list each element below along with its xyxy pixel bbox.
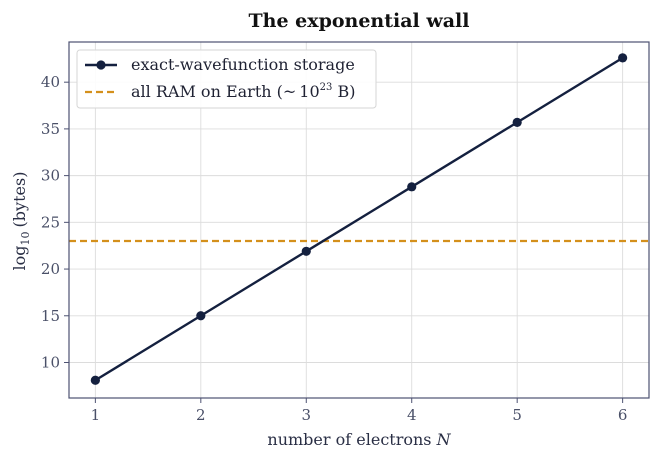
data-point (407, 182, 417, 192)
x-tick-label: 2 (196, 406, 206, 424)
x-axis-label-var: N (436, 430, 452, 449)
y-tick-label: 20 (41, 260, 60, 278)
legend-reference-exp: 23 (320, 82, 333, 93)
data-point (618, 53, 628, 63)
x-axis-label-text: number of electrons (267, 430, 431, 449)
legend: exact-wavefunction storage all RAM on Ea… (76, 49, 377, 109)
legend-reference-suffix: B) (332, 82, 355, 101)
y-tick-label: 15 (41, 307, 60, 325)
y-axis-label-sub: 10 (19, 231, 32, 245)
legend-box (76, 49, 377, 109)
y-axis-label-prefix: log (10, 245, 29, 270)
x-axis-label: number of electrons N (267, 430, 451, 449)
series-line (94, 56, 624, 382)
data-point (90, 375, 100, 385)
x-axis-ticks: 1 2 3 4 5 6 (91, 398, 628, 424)
legend-reference-prefix: all RAM on Earth ( (131, 82, 283, 101)
x-tick-label: 5 (512, 406, 522, 424)
x-tick-label: 4 (407, 406, 417, 424)
x-tick-label: 6 (618, 406, 628, 424)
plot-frame (68, 41, 650, 399)
y-axis-label-suffix: (bytes) (10, 172, 29, 228)
y-tick-label: 10 (41, 353, 60, 371)
x-tick-label: 1 (91, 406, 101, 424)
legend-reference-label: all RAM on Earth (~ 1023 B) (131, 82, 355, 101)
y-axis-label: log10 (bytes) (10, 172, 32, 271)
y-tick-label: 30 (41, 167, 60, 185)
chart-title: The exponential wall (249, 10, 470, 32)
series-layer (90, 53, 628, 385)
data-point (196, 311, 206, 321)
data-point (301, 246, 311, 256)
legend-series-label: exact-wavefunction storage (131, 55, 355, 74)
legend-reference-base: 10 (299, 82, 319, 101)
data-point (512, 117, 522, 127)
y-tick-label: 25 (41, 213, 60, 231)
y-tick-label: 40 (41, 73, 60, 91)
legend-reference-approx: ~ (283, 82, 296, 101)
y-tick-label: 35 (41, 120, 60, 138)
legend-series-marker (96, 60, 106, 70)
y-axis-ticks: 10 15 20 25 30 35 40 (41, 73, 69, 371)
x-tick-label: 3 (301, 406, 311, 424)
